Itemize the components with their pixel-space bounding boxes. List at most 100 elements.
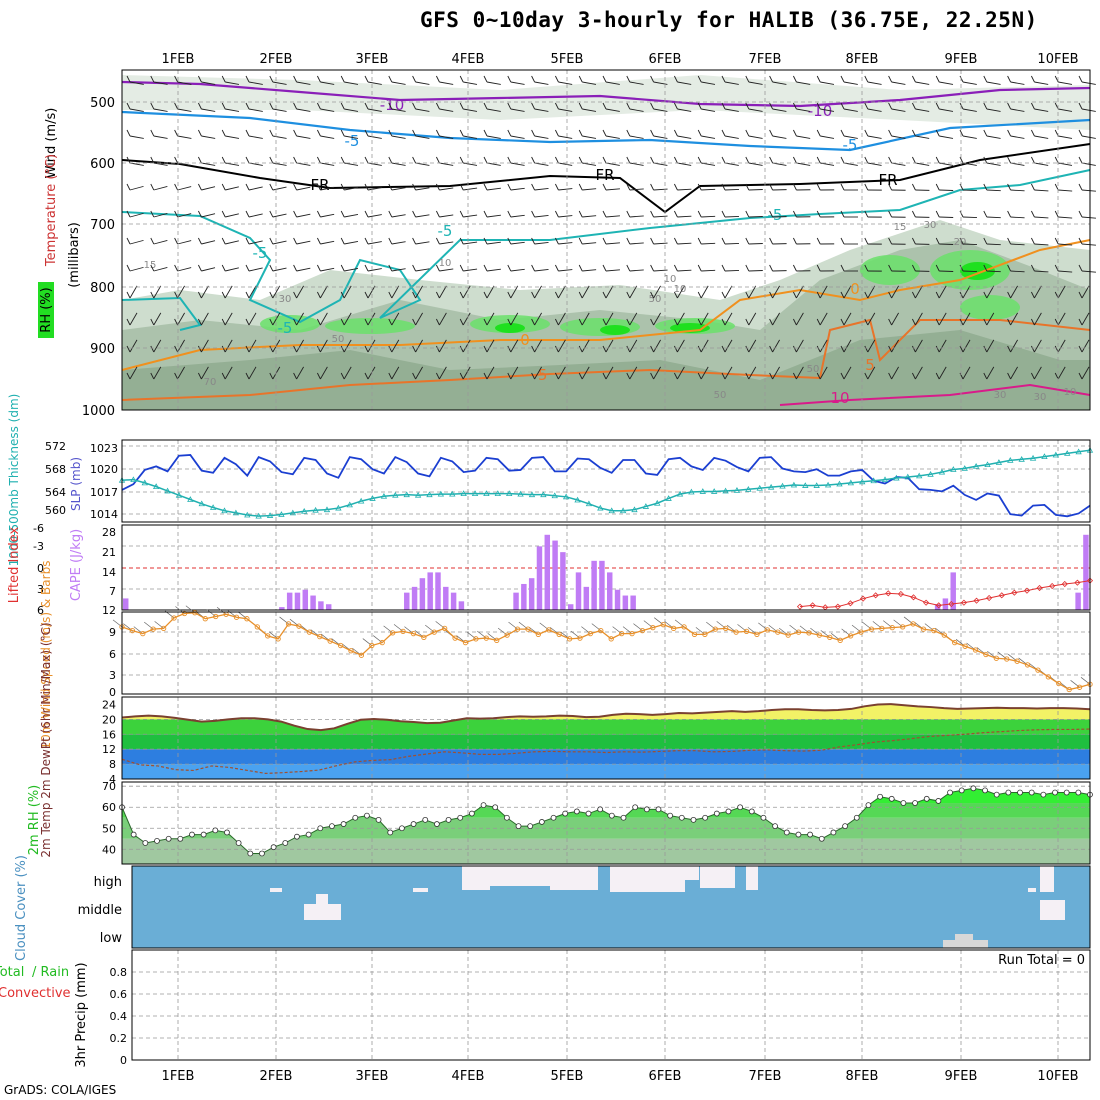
thickness-axis-label: 1000-500mb Thickness (dm) — [7, 394, 21, 567]
wind-barb-flag — [174, 210, 179, 218]
wind-barb-shaft — [605, 366, 614, 380]
wind-barb-shaft — [177, 186, 192, 191]
wind-barb-flag — [364, 345, 369, 353]
rh-2m-point — [224, 829, 230, 836]
wind-barb-flag — [888, 75, 893, 83]
lifted-index-point — [859, 595, 867, 602]
wind-barb-flag — [769, 291, 774, 299]
wind-speed-point — [327, 638, 333, 644]
wind-barb-flag — [626, 183, 631, 191]
thickness-point — [745, 485, 752, 492]
lifted-index-point — [910, 594, 917, 601]
wind-barb-flag — [673, 183, 678, 191]
wind-barb-shaft — [558, 285, 566, 299]
wind-barb-shaft — [772, 339, 780, 353]
wind-barb-shaft — [582, 135, 597, 139]
wind-barb-flag — [888, 102, 893, 110]
precip-tick: 0.6 — [110, 988, 128, 1001]
wind-barb-shaft — [748, 285, 757, 299]
wind-barb-flag — [959, 345, 964, 353]
wind-barb-flag — [721, 210, 726, 218]
wind-speed-point — [899, 624, 906, 630]
wind-10m-axis-label: 10m Wind Speed (m/s) & Barbs — [39, 561, 53, 750]
wind-barb-shaft — [605, 339, 614, 353]
lifted-axis-label: Lifted Index — [7, 526, 22, 603]
rh-darkest-region — [122, 330, 1090, 410]
wind-barb-shaft — [153, 108, 168, 112]
contour-label: -10 — [380, 96, 405, 114]
wind-barb-flag — [983, 264, 988, 272]
wind-10m-barb — [425, 624, 435, 633]
lifted-index-point — [948, 600, 955, 608]
wind-barb-flag — [578, 183, 583, 191]
wind-barb-shaft — [605, 108, 620, 112]
wind-barb-shaft — [391, 366, 400, 380]
wind-speed-line — [121, 612, 1091, 691]
rh-2m-point — [573, 808, 580, 815]
wind-barb-shaft — [891, 339, 899, 353]
wind-barb-shaft — [724, 339, 733, 353]
lifted-tick: 0 — [37, 562, 44, 575]
wind-barb-shaft — [534, 241, 549, 245]
wind-barb-flag — [911, 183, 916, 191]
wind-barb-flag — [531, 129, 536, 137]
wind-barb-flag — [197, 156, 202, 164]
wind-barb-shaft — [463, 162, 478, 166]
wind-barb-shaft — [462, 366, 471, 380]
wind-barb-flag — [221, 237, 226, 245]
thickness-point — [642, 503, 650, 509]
date-label-bottom: 5FEB — [551, 1069, 584, 1084]
thickness-point — [1029, 454, 1037, 461]
temp-contour-cyan-loop — [121, 296, 202, 331]
rh-2m-point — [853, 814, 860, 821]
wind-barb-shaft — [796, 81, 811, 85]
wind-barb-flag — [1007, 210, 1012, 218]
wind-barb-shaft — [1034, 366, 1042, 380]
rh-2m-point — [935, 798, 942, 804]
wind-speed-point — [275, 636, 281, 642]
wind-barb-shaft — [1057, 366, 1066, 380]
wind-barb-flag — [578, 264, 583, 272]
wind-barb-flag — [769, 102, 774, 110]
wind-barb-flag — [816, 129, 821, 137]
wind-barb-shaft — [534, 312, 542, 326]
wind-barb-flag — [293, 183, 298, 191]
wind-barb-shaft — [415, 81, 430, 85]
wind-barb-shaft — [534, 339, 542, 353]
wind-10m-barb — [154, 621, 164, 629]
contour-label: 10 — [664, 274, 677, 285]
cape-bar — [583, 586, 590, 610]
cape-bar — [950, 572, 956, 610]
wind-barb-flag — [316, 291, 321, 299]
wind-barb-flag — [888, 291, 893, 299]
contour-label: 15 — [894, 222, 907, 233]
cape-bar — [536, 546, 543, 610]
rh-2m-point — [643, 806, 650, 813]
wind-barb-flag — [221, 291, 226, 299]
wind-speed-point — [265, 633, 271, 639]
wind-barb-flag — [507, 75, 512, 83]
wind-barb-shaft — [962, 189, 978, 192]
rh-2m-point — [877, 793, 883, 800]
wind-barb-flag — [174, 345, 179, 353]
wind-barb-flag — [864, 102, 869, 110]
wind-barb-flag — [1007, 318, 1012, 326]
wind-barb-flag — [697, 75, 702, 83]
thickness-point — [984, 461, 991, 468]
wind-barb-flag — [721, 156, 726, 164]
wind-barb-shaft — [486, 214, 501, 218]
rh-2m-point — [235, 840, 242, 846]
wind-10m-barb — [862, 621, 872, 630]
wind-barb-flag — [483, 372, 488, 380]
wind-barb-flag — [626, 210, 631, 218]
wind-barb-flag — [864, 156, 869, 164]
wind-barb-flag — [697, 183, 702, 191]
wind-barb-flag — [1078, 102, 1083, 110]
rh-2m-point — [200, 831, 207, 838]
wind-barb-flag — [983, 156, 988, 164]
wind-barb-shaft — [225, 240, 239, 245]
wind-barb-shaft — [986, 189, 1001, 192]
wind-barb-flag — [697, 156, 702, 164]
wind-barb-shaft — [415, 135, 430, 139]
wind-barb-flag — [197, 264, 202, 272]
